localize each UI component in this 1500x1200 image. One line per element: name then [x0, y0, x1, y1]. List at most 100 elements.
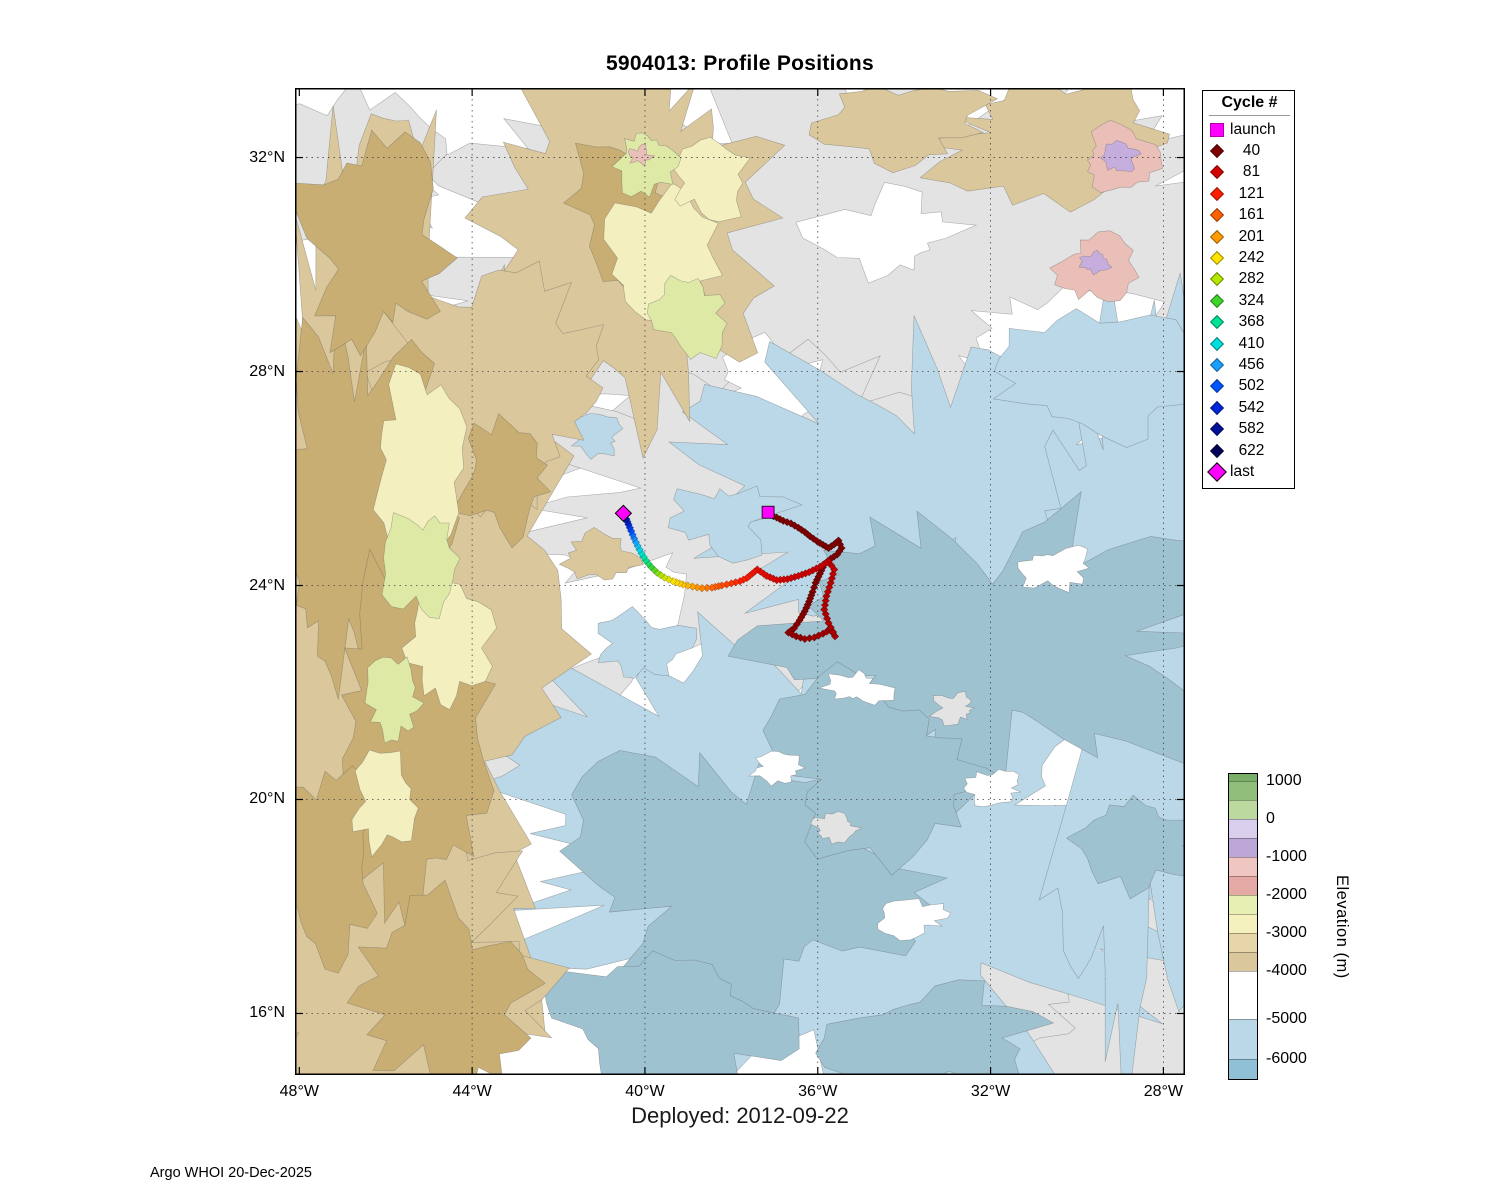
legend-marker-icon: [1209, 315, 1225, 330]
bathymetry-contour: [928, 690, 976, 727]
y-tick-label: 20°N: [249, 790, 285, 808]
legend-marker-icon: [1209, 272, 1225, 287]
colorbar-band: [1229, 952, 1257, 973]
legend-item-label: 81: [1242, 163, 1261, 181]
bathymetry-contour: [295, 129, 458, 357]
diamond-large-icon: [1207, 462, 1227, 482]
profile-marker: [786, 519, 796, 528]
diamond-icon: [1209, 315, 1225, 330]
last-marker: [614, 504, 633, 523]
deployed-date-label: Deployed: 2012-09-22: [631, 1103, 849, 1128]
bathymetry-contour: [992, 308, 1185, 448]
bathymetry-contour: [351, 749, 419, 858]
legend-item-label: last: [1230, 462, 1255, 480]
profile-marker: [797, 525, 806, 535]
plot-title: 5904013: Profile Positions: [605, 52, 875, 75]
profile-marker: [833, 550, 842, 559]
profile-marker: [812, 564, 821, 573]
launch-marker: [761, 505, 775, 519]
legend-item-label: 282: [1238, 270, 1265, 288]
colorbar-tick-label: 0: [1266, 810, 1275, 828]
bathymetry-contour: [815, 979, 1055, 1075]
profile-marker: [824, 618, 833, 628]
legend-marker-icon: [1209, 165, 1225, 180]
legend-item-label: 622: [1238, 441, 1265, 459]
colorbar-band: [1229, 799, 1257, 821]
colorbar-band: [1229, 895, 1257, 915]
profile-marker: [702, 583, 712, 593]
legend-marker-icon: [1209, 250, 1225, 266]
legend-item: 542: [1209, 397, 1290, 418]
legend-marker-icon: [1209, 379, 1225, 394]
profile-marker: [823, 587, 833, 596]
profile-marker: [825, 583, 834, 592]
y-tick-label: 32°N: [249, 148, 285, 166]
legend-item: 324: [1209, 290, 1290, 311]
diamond-icon: [1209, 272, 1225, 287]
legend-item: 622: [1209, 440, 1290, 461]
colorbar-tick-label: -1000: [1266, 847, 1307, 865]
profile-marker: [788, 630, 797, 639]
profile-marker: [820, 600, 830, 610]
bathymetry-contour: [646, 274, 728, 360]
diamond-icon: [1209, 443, 1225, 458]
profile-marker: [828, 569, 838, 579]
bathymetry-contour: [381, 512, 461, 620]
x-tick-label: 44°W: [452, 1083, 492, 1100]
legend-item-label: 502: [1238, 377, 1265, 395]
legend-item: last: [1207, 461, 1290, 482]
map-canvas: [295, 88, 1185, 1075]
legend-marker-icon: [1209, 357, 1225, 373]
legend-item-label: 582: [1238, 420, 1265, 438]
legend-item: 410: [1209, 333, 1290, 354]
x-tick-label: 36°W: [798, 1083, 838, 1100]
bathymetry-contour: [1065, 794, 1185, 900]
x-tick-label: 28°W: [1143, 1083, 1184, 1100]
colorbar-axis-label: Elevation (m): [1332, 773, 1351, 1080]
x-tick-label: 32°W: [970, 1083, 1011, 1100]
bathymetry-contour: [818, 669, 896, 706]
y-tick-label: 24°N: [249, 576, 285, 594]
elevation-colorbar: [1228, 773, 1258, 1080]
legend-marker-icon: [1209, 122, 1225, 137]
colorbar-band: [1229, 819, 1257, 840]
legend-marker-icon: [1209, 186, 1225, 201]
bathymetry-contour: [401, 581, 497, 711]
colorbar-tick-label: 1000: [1266, 772, 1302, 790]
profile-marker: [826, 578, 835, 587]
profile-marker: [784, 628, 793, 637]
diamond-icon: [1209, 336, 1225, 351]
colorbar-band: [1229, 913, 1257, 934]
diamond-icon: [1209, 357, 1225, 373]
diamond-icon: [1209, 400, 1225, 415]
colorbar-tick-label: -6000: [1266, 1049, 1307, 1067]
profile-marker: [821, 596, 830, 605]
bathymetry-contour: [1078, 249, 1113, 276]
profile-marker: [707, 583, 717, 592]
colorbar-band: [1229, 876, 1257, 897]
bathymetry-contour: [963, 768, 1022, 808]
diamond-icon: [1209, 250, 1225, 266]
profile-marker: [809, 534, 818, 543]
bathymetry-contour: [597, 606, 698, 679]
bathymetry-contour: [558, 526, 644, 581]
legend-item-label: 242: [1238, 249, 1265, 267]
profile-markers: [619, 509, 846, 644]
legend-item-label: 410: [1238, 334, 1265, 352]
profile-marker: [779, 516, 788, 525]
diamond-icon: [1209, 186, 1225, 201]
legend-item-label: 161: [1238, 206, 1265, 224]
legend-item: 81: [1209, 162, 1290, 183]
colorbar-band: [1229, 856, 1257, 878]
diamond-icon: [1209, 379, 1225, 394]
legend-marker-icon: [1209, 293, 1225, 308]
legend-item-label: 542: [1238, 398, 1265, 416]
diamond-icon: [1209, 144, 1225, 159]
bathymetry-contour: [628, 143, 656, 167]
legend-item-label: 40: [1242, 142, 1261, 160]
profile-marker: [735, 577, 745, 586]
legend-item: 282: [1209, 269, 1290, 290]
bathymetry-contour: [877, 898, 952, 941]
bathymetry-contour: [808, 88, 999, 174]
